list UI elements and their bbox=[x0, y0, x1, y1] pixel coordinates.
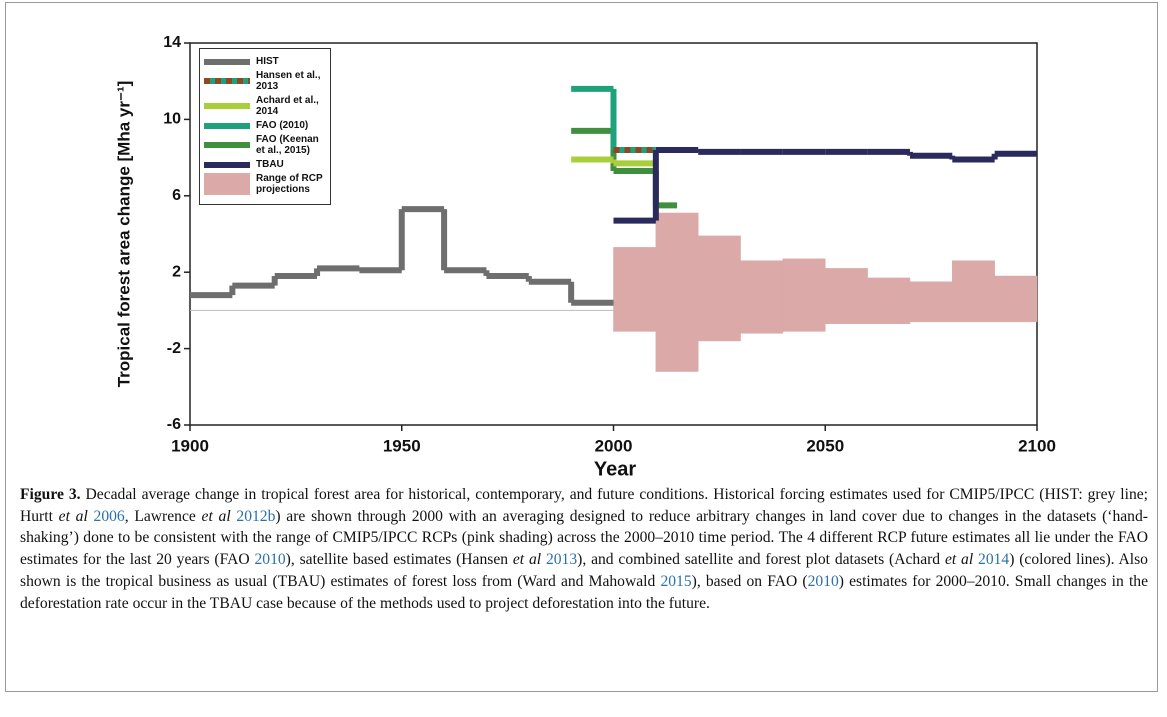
legend-item: FAO (Keenan et al., 2015) bbox=[204, 134, 326, 156]
legend-label: Hansen et al., 2013 bbox=[256, 70, 321, 92]
legend-item: HIST bbox=[204, 56, 326, 67]
legend-label: TBAU bbox=[256, 159, 284, 170]
x-tick-label: 1900 bbox=[171, 436, 209, 455]
legend-item: Range of RCP projections bbox=[204, 173, 326, 195]
range-band bbox=[952, 260, 995, 323]
caption-text: , Lawrence bbox=[124, 507, 202, 525]
legend-label: FAO (Keenan et al., 2015) bbox=[256, 134, 319, 156]
legend-item: Hansen et al., 2013 bbox=[204, 70, 326, 92]
range-band bbox=[782, 258, 826, 332]
legend-item: Achard et al., 2014 bbox=[204, 95, 326, 117]
caption-text: ) (colored lines). Also shown is the tro… bbox=[20, 551, 1148, 590]
caption-text: ) are shown through 2000 with an averagi… bbox=[20, 507, 1148, 569]
caption-text: 2015 bbox=[660, 572, 692, 590]
legend-swatch bbox=[204, 173, 250, 195]
legend-swatch bbox=[204, 142, 250, 148]
caption-text: et al bbox=[201, 507, 231, 525]
x-tick-label: 1950 bbox=[383, 436, 421, 455]
legend-label: HIST bbox=[256, 56, 279, 67]
y-tick-label: 2 bbox=[172, 263, 181, 280]
range-band bbox=[994, 275, 1038, 323]
y-axis-label: Tropical forest area change [Mha yr⁻¹] bbox=[114, 81, 133, 388]
chart: Year Tropical forest area change [Mha yr… bbox=[114, 34, 1056, 480]
range-band bbox=[825, 268, 868, 325]
legend-swatch bbox=[204, 161, 250, 168]
caption: Figure 3. Decadal average change in trop… bbox=[20, 484, 1148, 614]
caption-text: ) estimates for 2000–2010. Small changes… bbox=[20, 572, 1148, 612]
caption-text: et al bbox=[944, 551, 974, 569]
y-tick-label: 6 bbox=[172, 187, 181, 204]
y-tick-label: 14 bbox=[163, 34, 181, 51]
range-band bbox=[867, 277, 911, 325]
range-band bbox=[697, 235, 741, 342]
x-tick-label: 2100 bbox=[1018, 436, 1056, 455]
y-tick-label: 10 bbox=[163, 111, 181, 128]
legend-item: FAO (2010) bbox=[204, 120, 326, 131]
x-axis-label: Year bbox=[594, 458, 636, 480]
x-tick-label: 2000 bbox=[595, 436, 633, 455]
figure-frame bbox=[5, 2, 1158, 692]
caption-text: 2010 bbox=[254, 551, 286, 569]
caption-text: 2006 bbox=[93, 507, 125, 525]
caption-text: ), satellite based estimates (Hansen bbox=[285, 551, 513, 569]
caption-text: et al bbox=[512, 551, 542, 569]
caption-text: ), based on FAO ( bbox=[691, 572, 808, 590]
range-band bbox=[655, 212, 699, 372]
caption-text: Decadal average change in tropical fores… bbox=[20, 486, 1149, 525]
legend-swatch bbox=[204, 78, 250, 84]
legend-swatch bbox=[204, 58, 250, 65]
range-band bbox=[909, 281, 953, 323]
legend-label: Range of RCP projections bbox=[256, 173, 323, 195]
caption-text: 2014 bbox=[978, 551, 1010, 569]
legend-item: TBAU bbox=[204, 159, 326, 170]
y-tick-label: -6 bbox=[167, 416, 181, 433]
caption-text: ), and combined satellite and forest plo… bbox=[577, 551, 945, 569]
legend-label: Achard et al., 2014 bbox=[256, 95, 319, 117]
x-tick-label: 2050 bbox=[806, 436, 844, 455]
legend: HIST Hansen et al., 2013 Achard et al., 20… bbox=[199, 48, 331, 205]
caption-text: 2012b bbox=[236, 507, 276, 525]
caption-text: 2010 bbox=[807, 572, 839, 590]
range-band bbox=[740, 260, 784, 334]
legend-swatch bbox=[204, 122, 250, 129]
legend-label: FAO (2010) bbox=[256, 120, 309, 131]
range-band bbox=[613, 247, 657, 332]
caption-text: et al bbox=[58, 507, 88, 525]
legend-swatch bbox=[204, 103, 250, 109]
caption-text: Figure 3. bbox=[20, 486, 81, 503]
y-tick-label: -2 bbox=[167, 340, 181, 357]
caption-text: 2013 bbox=[545, 551, 578, 569]
